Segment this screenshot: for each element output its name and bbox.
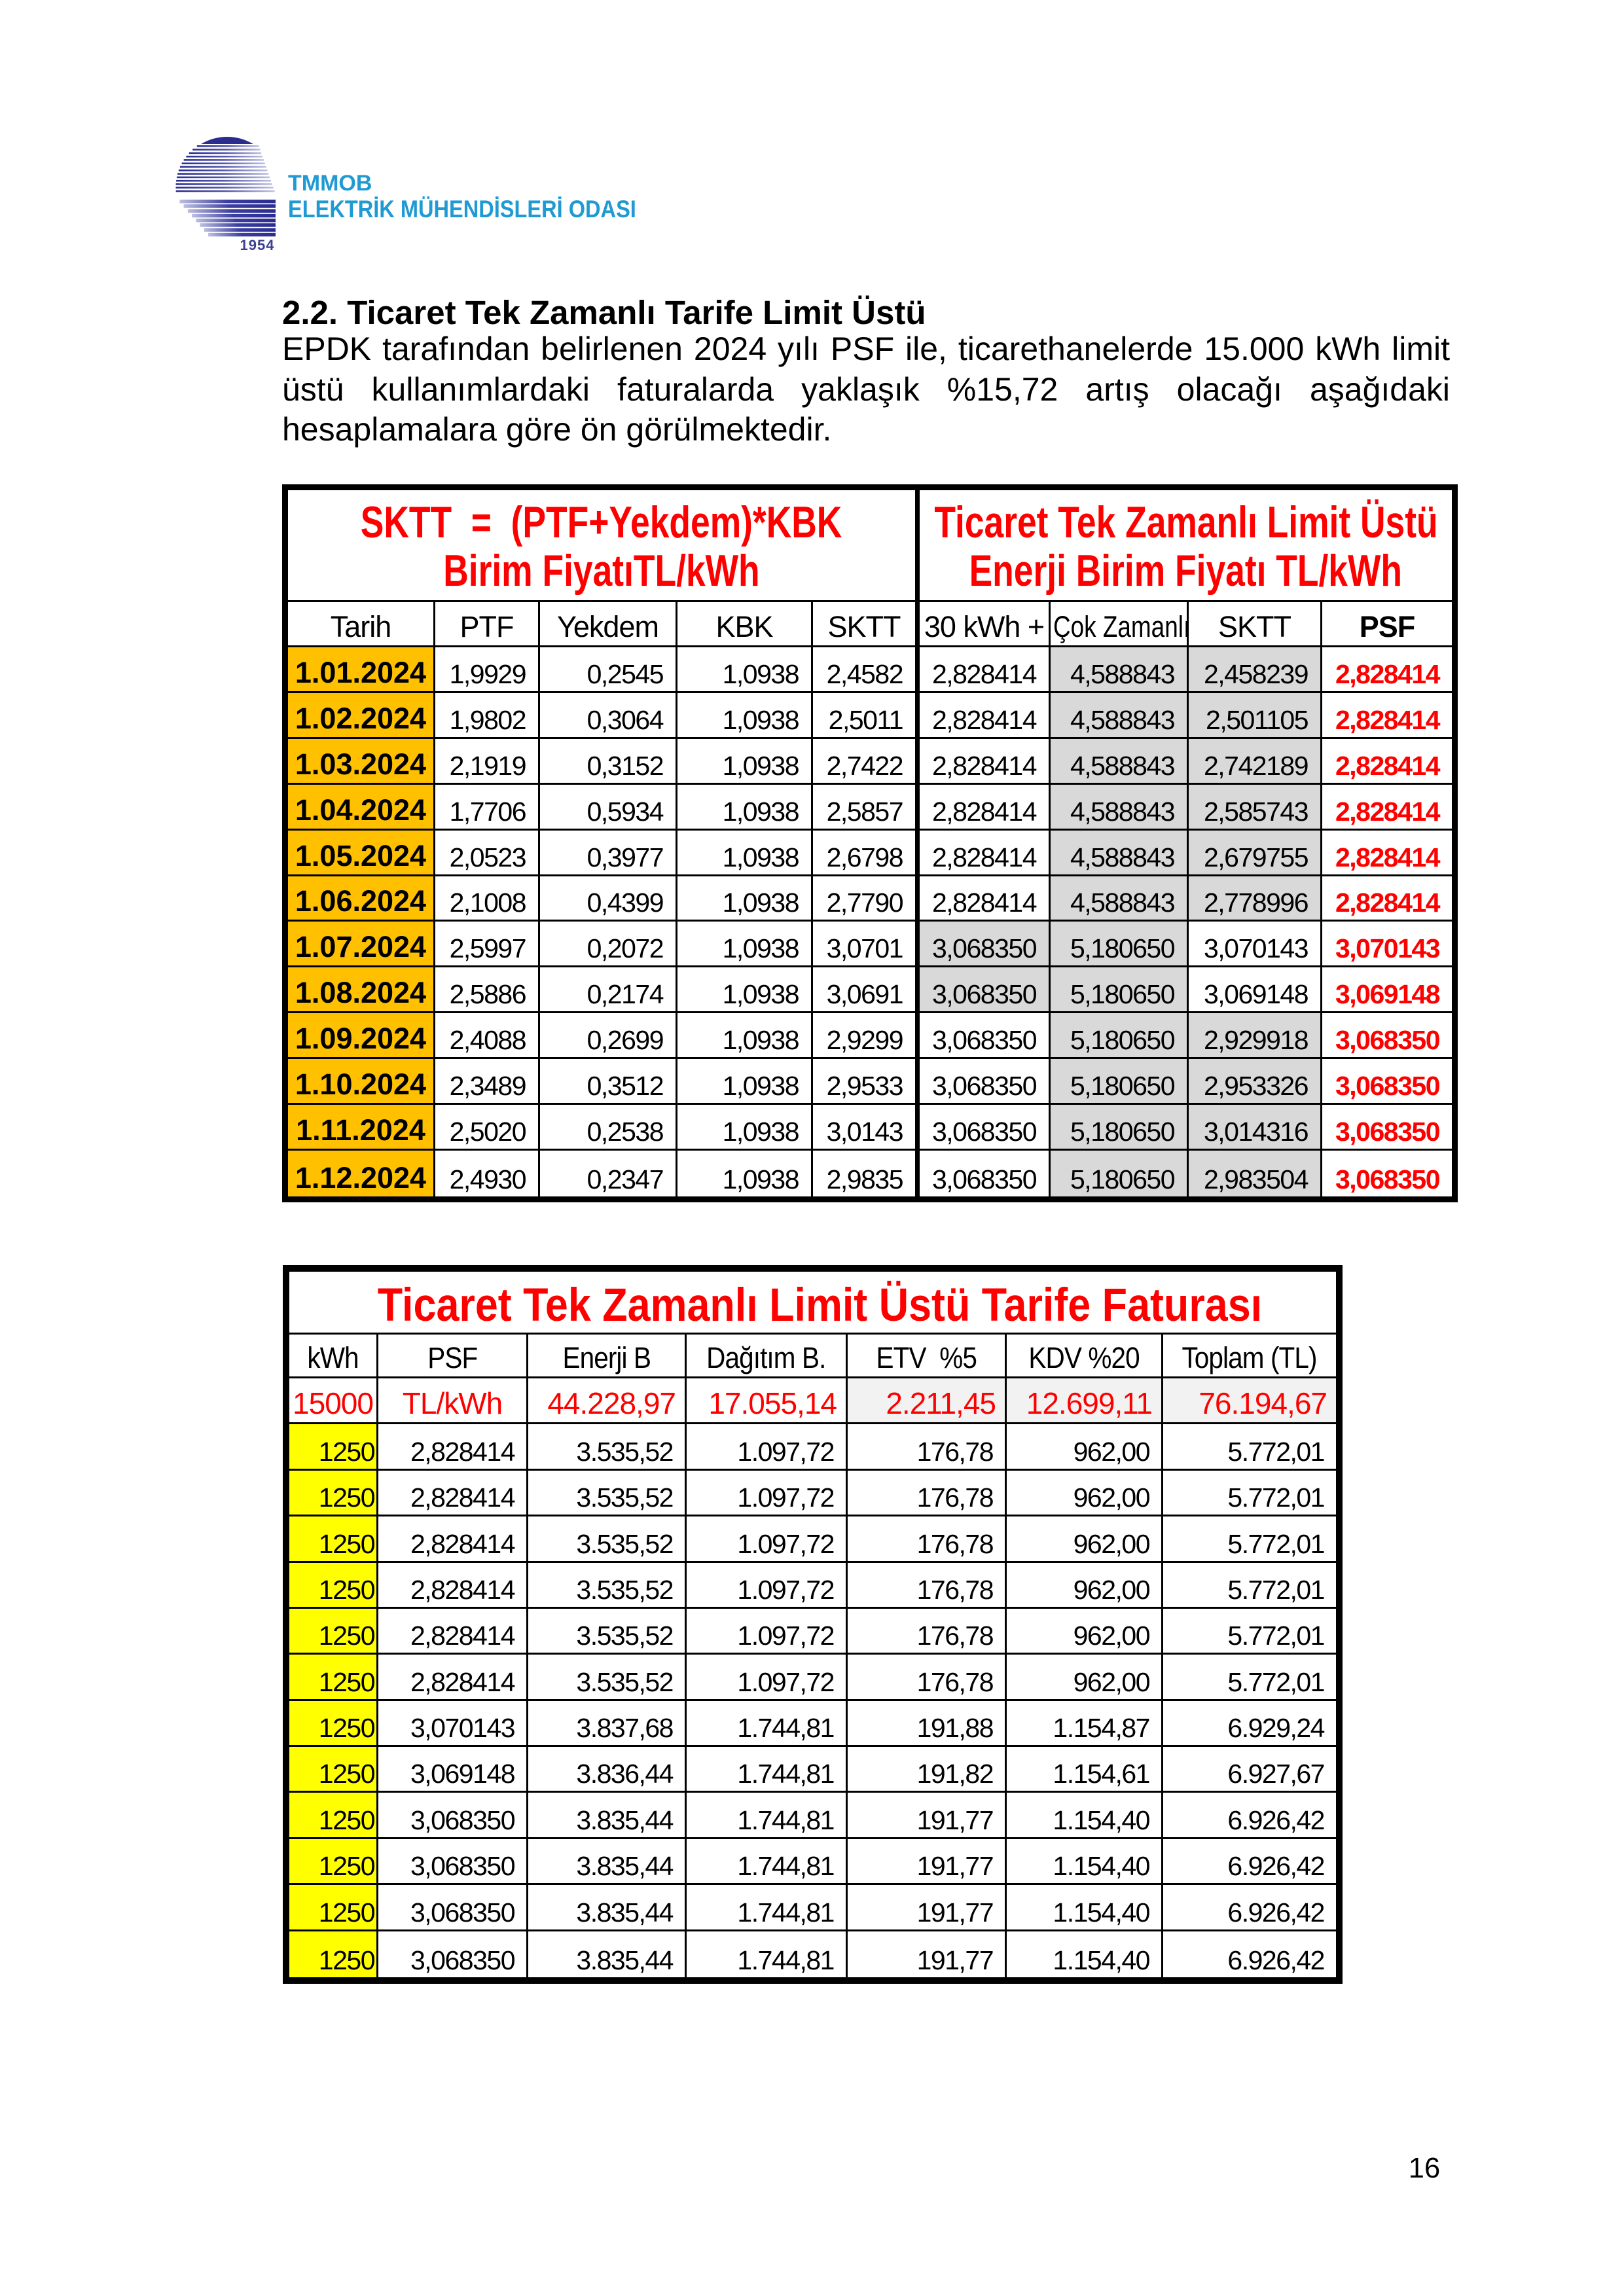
svg-text:1954: 1954 <box>240 237 275 253</box>
